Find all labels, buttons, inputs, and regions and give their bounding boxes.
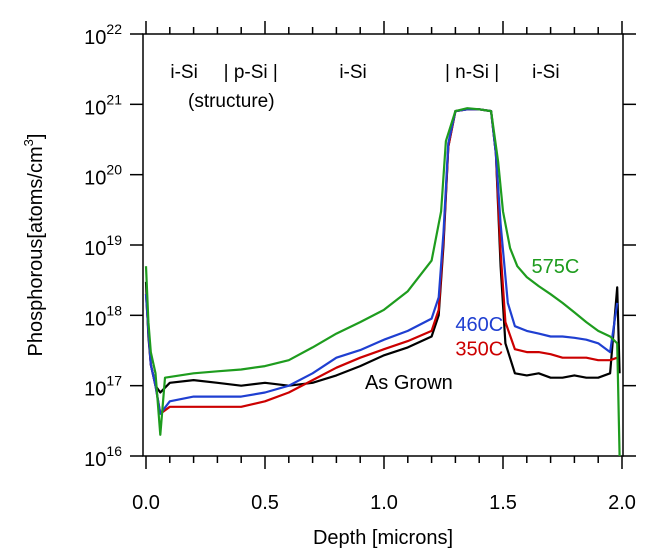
structure-label: i-Si [170, 62, 197, 83]
series-line [144, 107, 621, 457]
series-label: 350C [455, 338, 503, 360]
y-tick-label: 1019 [84, 232, 122, 260]
y-tick-label: 1018 [84, 302, 122, 330]
structure-label: | p-Si | [224, 62, 278, 83]
series-line [144, 108, 619, 415]
y-tick-label: 1016 [84, 443, 122, 471]
y-tick-label: 1020 [84, 162, 122, 190]
y-axis-label-main: Phosphorous[atoms/cm [25, 146, 47, 356]
series-label: 575C [532, 256, 580, 278]
x-tick-label: 2.0 [608, 492, 636, 514]
structure-label: | n-Si | [445, 62, 499, 83]
structure-label: i-Si [339, 62, 366, 83]
y-tick-label: 1017 [84, 373, 122, 401]
y-axis-label: Phosphorous[atoms/cm3] [21, 134, 47, 357]
x-axis-ticks: 0.0 0.5 1.0 1.5 2.0 [132, 21, 636, 514]
series-label: 460C [455, 314, 503, 336]
x-axis-label: Depth [microns] [313, 527, 453, 549]
structure-note: (structure) [188, 91, 275, 112]
y-axis-label-sup: 3 [21, 139, 36, 146]
structure-label: i-Si [532, 62, 559, 83]
structure-labels: i-Si | p-Si | i-Si | n-Si | i-Si [170, 62, 559, 83]
y-tick-label: 1021 [84, 91, 122, 119]
y-tick-label: 1022 [84, 21, 122, 49]
series-label: As Grown [365, 372, 453, 394]
y-axis-ticks: 1016 1017 1018 1019 1020 1021 1022 [84, 21, 636, 471]
x-tick-label: 0.5 [251, 492, 279, 514]
x-tick-label: 1.5 [489, 492, 517, 514]
x-tick-label: 0.0 [132, 492, 160, 514]
x-tick-label: 1.0 [370, 492, 398, 514]
series-lines [144, 107, 621, 457]
y-axis-label-close: ] [25, 134, 47, 140]
